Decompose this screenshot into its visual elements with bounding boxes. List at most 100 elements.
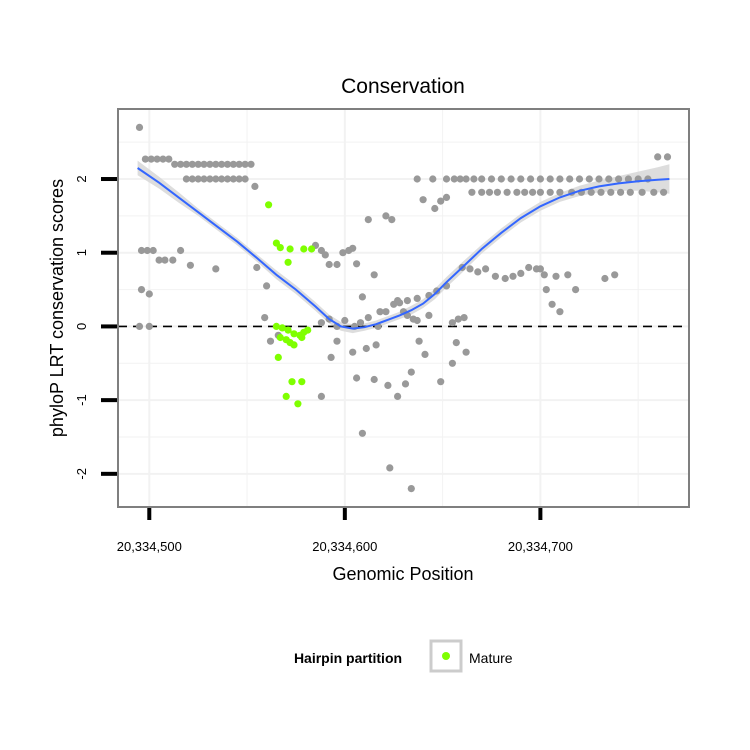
data-point-mature [288, 378, 296, 386]
data-point [147, 155, 155, 163]
data-point [376, 308, 384, 316]
data-point [171, 160, 179, 168]
data-point [327, 353, 335, 361]
data-point [507, 175, 515, 183]
data-point [358, 429, 366, 437]
data-point [145, 290, 153, 298]
data-point [356, 319, 365, 327]
data-point [186, 261, 194, 269]
data-point-mature [272, 322, 280, 330]
data-point [468, 188, 476, 196]
data-point [513, 188, 521, 196]
data-point [454, 315, 462, 323]
data-point-mature [282, 392, 290, 400]
y-axis: -2 -1 0 1 2 [74, 175, 117, 480]
data-point [349, 244, 357, 252]
data-point [407, 368, 415, 376]
data-point [527, 175, 535, 183]
data-point [384, 381, 392, 389]
data-point [425, 311, 433, 319]
data-point [546, 175, 554, 183]
data-point [413, 294, 421, 302]
x-tick-label: 20,334,700 [508, 539, 573, 554]
data-point [482, 265, 490, 273]
data-point [617, 188, 625, 196]
data-point-mature [284, 258, 292, 266]
data-point [521, 188, 529, 196]
data-point [241, 160, 249, 168]
data-point [218, 175, 226, 183]
data-point [585, 175, 593, 183]
data-point [321, 251, 329, 259]
data-point [182, 160, 190, 168]
data-point [325, 260, 333, 269]
data-point [485, 188, 494, 196]
data-point [442, 175, 451, 183]
data-point-mature [265, 201, 273, 209]
data-point [536, 175, 545, 183]
data-point [194, 160, 202, 168]
data-point [450, 175, 458, 183]
data-point [135, 123, 144, 131]
data-point-mature [276, 333, 284, 342]
data-point [159, 155, 167, 163]
y-tick-label: -1 [74, 394, 89, 406]
data-point [413, 175, 421, 183]
data-point [382, 212, 390, 220]
data-point [437, 378, 445, 386]
data-point [419, 196, 427, 204]
points-layer [135, 123, 672, 493]
data-point [165, 155, 173, 163]
data-point [626, 188, 634, 196]
data-point [200, 175, 208, 183]
data-point [503, 188, 511, 196]
data-point [548, 300, 556, 308]
data-point-mature [298, 333, 306, 342]
data-point [141, 155, 149, 163]
data-point [615, 175, 623, 183]
smooth-line [137, 167, 670, 330]
data-point [474, 268, 482, 276]
data-point [349, 348, 357, 356]
data-point-mature [294, 400, 302, 408]
data-point [607, 188, 615, 196]
data-point [212, 160, 220, 168]
data-point-mature [300, 245, 308, 253]
data-point [448, 319, 456, 327]
data-point [182, 175, 190, 183]
data-point [200, 160, 208, 168]
data-point [241, 175, 249, 183]
data-point [353, 260, 361, 268]
data-point [364, 314, 372, 322]
data-point [386, 464, 394, 472]
data-point-mature [304, 326, 312, 334]
legend-key-mature-point [442, 652, 450, 660]
data-point [650, 188, 658, 196]
data-point-mature [274, 353, 282, 361]
data-point [212, 265, 220, 273]
data-point [601, 274, 609, 283]
data-point [660, 188, 668, 196]
data-point [251, 182, 259, 190]
data-point [413, 316, 421, 325]
data-point [206, 160, 214, 168]
data-point [624, 175, 633, 183]
data-point [177, 246, 185, 255]
data-point [540, 271, 548, 279]
data-point [161, 256, 169, 264]
data-point [223, 160, 232, 168]
y-tick-label: 2 [74, 175, 89, 182]
data-point [556, 175, 564, 183]
data-point [517, 175, 525, 183]
data-point [263, 282, 271, 290]
data-point [462, 175, 470, 183]
data-point [266, 337, 275, 345]
data-point [235, 160, 243, 168]
data-point [517, 269, 525, 277]
data-point [556, 308, 564, 316]
y-tick-label: -2 [74, 468, 89, 480]
data-point [552, 272, 560, 280]
data-point [188, 160, 196, 168]
data-point [442, 193, 451, 201]
